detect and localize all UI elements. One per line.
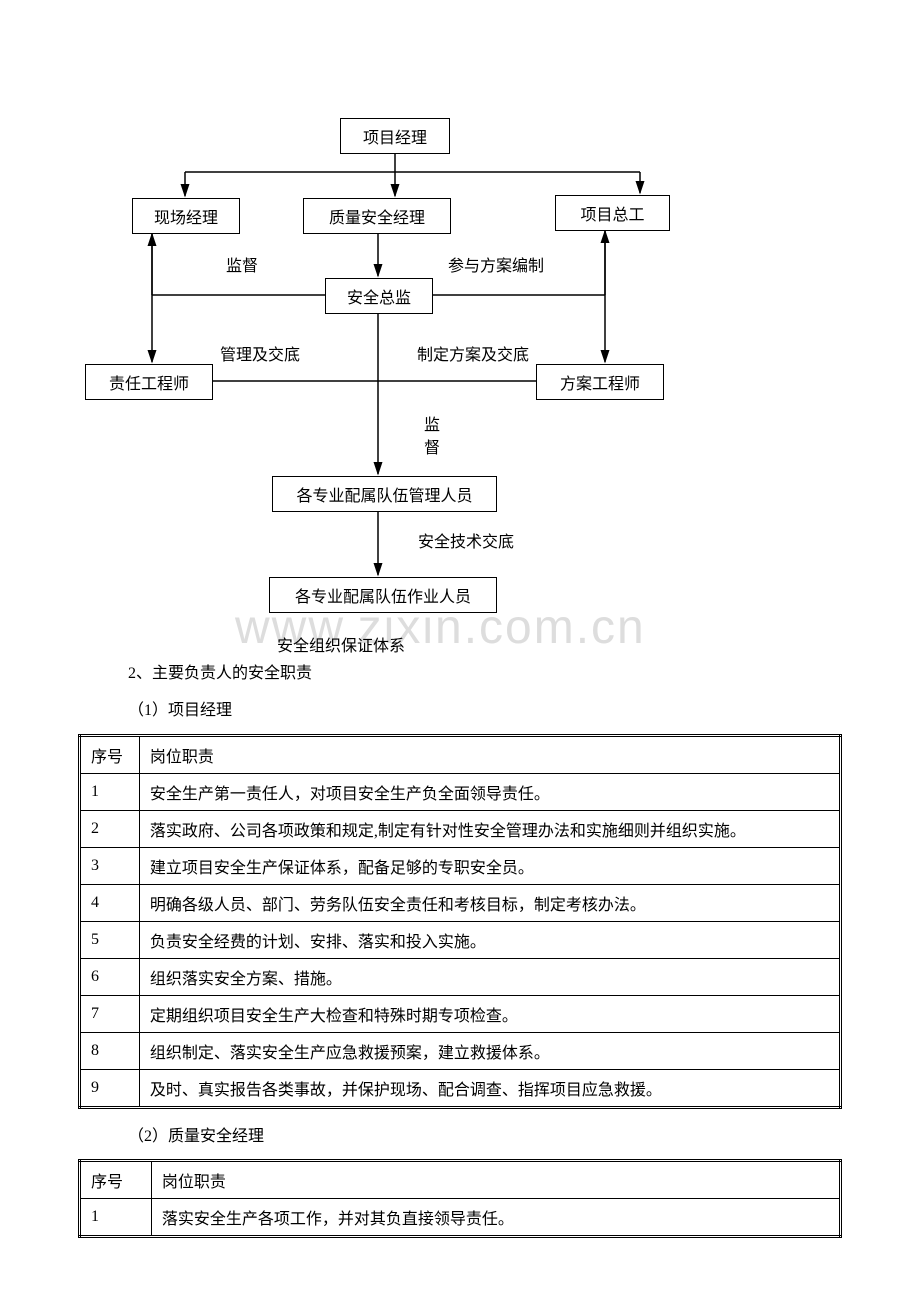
table-cell: 7 (80, 995, 140, 1032)
table-row: 4明确各级人员、部门、劳务队伍安全责任和考核目标，制定考核办法。 (80, 884, 841, 921)
edge-label-manage: 管理及交底 (220, 341, 300, 365)
table-header-cell: 序号 (80, 735, 140, 773)
section-2-number: 2、 (128, 665, 152, 682)
table-cell: 建立项目安全生产保证体系，配备足够的专职安全员。 (139, 847, 840, 884)
table-cell: 组织落实安全方案、措施。 (139, 958, 840, 995)
node-site-manager: 现场经理 (132, 198, 240, 234)
table-cell: 落实政府、公司各项政策和规定,制定有针对性安全管理办法和实施细则并组织实施。 (139, 810, 840, 847)
subsection-2-number: （2） (128, 1128, 168, 1145)
table-cell: 5 (80, 921, 140, 958)
table-cell: 9 (80, 1069, 140, 1107)
edge-label-participate: 参与方案编制 (448, 252, 544, 276)
flowchart-container: 项目经理 现场经理 质量安全经理 项目总工 安全总监 责任工程师 方案工程师 各… (0, 0, 920, 650)
node-responsibility-engineer: 责任工程师 (85, 364, 213, 400)
subsection-2-title: 质量安全经理 (168, 1128, 264, 1145)
node-quality-safety-manager: 质量安全经理 (303, 198, 451, 234)
node-scheme-engineer: 方案工程师 (536, 364, 664, 400)
table-row: 2落实政府、公司各项政策和规定,制定有针对性安全管理办法和实施细则并组织实施。 (80, 810, 841, 847)
table-cell: 明确各级人员、部门、劳务队伍安全责任和考核目标，制定考核办法。 (139, 884, 840, 921)
flowchart-arrows (0, 0, 920, 650)
table-cell: 负责安全经费的计划、安排、落实和投入实施。 (139, 921, 840, 958)
node-team-operators: 各专业配属队伍作业人员 (269, 577, 497, 613)
table-qs-manager-duties: 序号岗位职责1落实安全生产各项工作，并对其负直接领导责任。 (78, 1159, 842, 1238)
table-cell: 8 (80, 1032, 140, 1069)
edge-label-plan: 制定方案及交底 (417, 341, 529, 365)
edge-label-supervise-2a: 监 (424, 411, 440, 435)
table-header-cell: 岗位职责 (139, 735, 840, 773)
table-cell: 及时、真实报告各类事故，并保护现场、配合调查、指挥项目应急救援。 (139, 1069, 840, 1107)
section-2-title: 主要负责人的安全职责 (152, 665, 312, 682)
table-cell: 4 (80, 884, 140, 921)
table-row: 1安全生产第一责任人，对项目安全生产负全面领导责任。 (80, 773, 841, 810)
table-cell: 1 (80, 773, 140, 810)
flowchart-caption: 安全组织保证体系 (277, 632, 405, 656)
table-cell: 6 (80, 958, 140, 995)
table-row: 9及时、真实报告各类事故，并保护现场、配合调查、指挥项目应急救援。 (80, 1069, 841, 1107)
table-cell: 3 (80, 847, 140, 884)
subsection-2-heading: （2）质量安全经理 (128, 1123, 840, 1152)
table-row: 1落实安全生产各项工作，并对其负直接领导责任。 (80, 1199, 841, 1237)
table-row: 8组织制定、落实安全生产应急救援预案，建立救援体系。 (80, 1032, 841, 1069)
subsection-1-heading: （1）项目经理 (128, 697, 840, 726)
subsection-1-number: （1） (128, 702, 168, 719)
node-team-managers: 各专业配属队伍管理人员 (272, 476, 497, 512)
table-header-cell: 岗位职责 (151, 1161, 840, 1199)
table-row: 7定期组织项目安全生产大检查和特殊时期专项检查。 (80, 995, 841, 1032)
edge-label-supervise-1: 监督 (226, 252, 258, 276)
table-cell: 组织制定、落实安全生产应急救援预案，建立救援体系。 (139, 1032, 840, 1069)
node-safety-director: 安全总监 (325, 278, 433, 314)
table-row: 3建立项目安全生产保证体系，配备足够的专职安全员。 (80, 847, 841, 884)
section-2-heading: 2、主要负责人的安全职责 (128, 660, 840, 689)
table-row: 6组织落实安全方案、措施。 (80, 958, 841, 995)
table-header-cell: 序号 (80, 1161, 152, 1199)
table-project-manager-duties: 序号岗位职责1安全生产第一责任人，对项目安全生产负全面领导责任。2落实政府、公司… (78, 734, 842, 1109)
table-cell: 2 (80, 810, 140, 847)
subsection-1-title: 项目经理 (168, 702, 232, 719)
node-project-manager: 项目经理 (340, 118, 450, 154)
node-chief-engineer: 项目总工 (555, 195, 670, 231)
table-cell: 定期组织项目安全生产大检查和特殊时期专项检查。 (139, 995, 840, 1032)
table-cell: 落实安全生产各项工作，并对其负直接领导责任。 (151, 1199, 840, 1237)
edge-label-supervise-2b: 督 (424, 434, 440, 458)
table-cell: 1 (80, 1199, 152, 1237)
table-row: 5负责安全经费的计划、安排、落实和投入实施。 (80, 921, 841, 958)
table-cell: 安全生产第一责任人，对项目安全生产负全面领导责任。 (139, 773, 840, 810)
edge-label-tech: 安全技术交底 (418, 528, 514, 552)
